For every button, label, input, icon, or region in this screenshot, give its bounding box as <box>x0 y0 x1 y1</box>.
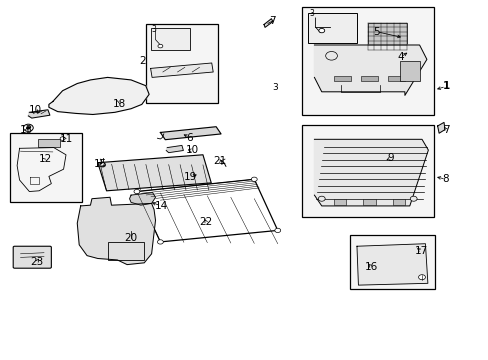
Circle shape <box>418 275 425 280</box>
Bar <box>38 139 60 147</box>
Bar <box>387 76 404 81</box>
Polygon shape <box>49 77 149 114</box>
Text: 3: 3 <box>272 83 278 91</box>
Text: 10: 10 <box>186 145 199 156</box>
Polygon shape <box>160 127 221 140</box>
Circle shape <box>318 28 324 33</box>
Circle shape <box>100 163 105 167</box>
Text: 16: 16 <box>364 262 378 272</box>
Bar <box>302 7 433 115</box>
Bar <box>363 199 375 205</box>
Text: 2: 2 <box>139 56 146 66</box>
Polygon shape <box>356 244 427 285</box>
Text: 3: 3 <box>151 25 156 34</box>
Text: 13: 13 <box>20 125 34 135</box>
Circle shape <box>409 196 416 201</box>
Circle shape <box>26 126 30 129</box>
Text: 19: 19 <box>183 172 197 182</box>
Text: 7: 7 <box>442 125 448 135</box>
Bar <box>399 61 419 81</box>
Bar <box>392 199 404 205</box>
Circle shape <box>158 44 163 48</box>
Circle shape <box>134 189 140 194</box>
Circle shape <box>23 124 33 131</box>
Text: 17: 17 <box>414 246 427 256</box>
Bar <box>333 76 350 81</box>
Polygon shape <box>314 45 426 95</box>
Polygon shape <box>150 63 213 77</box>
Text: 5: 5 <box>372 27 379 37</box>
Polygon shape <box>129 193 155 205</box>
Text: 1: 1 <box>442 81 448 91</box>
Polygon shape <box>28 110 50 118</box>
Bar <box>107 242 144 260</box>
Text: 9: 9 <box>386 153 393 163</box>
Circle shape <box>325 51 337 60</box>
Text: 12: 12 <box>39 154 52 164</box>
Polygon shape <box>77 197 155 265</box>
Polygon shape <box>98 155 211 191</box>
Bar <box>302 125 433 217</box>
Bar <box>145 24 218 103</box>
Bar <box>360 76 377 81</box>
Polygon shape <box>264 19 272 27</box>
Text: 10: 10 <box>29 105 41 115</box>
Text: 18: 18 <box>113 99 126 109</box>
Bar <box>333 199 346 205</box>
Text: 7: 7 <box>269 16 276 26</box>
Bar <box>10 133 82 202</box>
Bar <box>307 13 356 43</box>
Text: 3: 3 <box>308 9 313 18</box>
Polygon shape <box>166 145 183 153</box>
Circle shape <box>251 177 257 181</box>
Text: 22: 22 <box>199 217 213 228</box>
Text: 14: 14 <box>154 201 168 211</box>
FancyBboxPatch shape <box>13 246 51 268</box>
Text: 8: 8 <box>442 174 448 184</box>
Text: 6: 6 <box>186 132 193 143</box>
Text: 20: 20 <box>124 233 137 243</box>
Circle shape <box>157 240 163 244</box>
Text: 21: 21 <box>213 156 226 166</box>
Bar <box>349 235 434 289</box>
Text: 4: 4 <box>397 52 404 62</box>
Bar <box>367 23 406 50</box>
Text: 15: 15 <box>93 159 107 169</box>
Circle shape <box>318 196 325 201</box>
Polygon shape <box>314 139 427 206</box>
Text: 11: 11 <box>59 134 73 144</box>
Polygon shape <box>437 122 444 133</box>
Bar <box>150 28 189 50</box>
Circle shape <box>60 137 65 140</box>
Text: 23: 23 <box>30 257 43 267</box>
Circle shape <box>274 228 280 233</box>
